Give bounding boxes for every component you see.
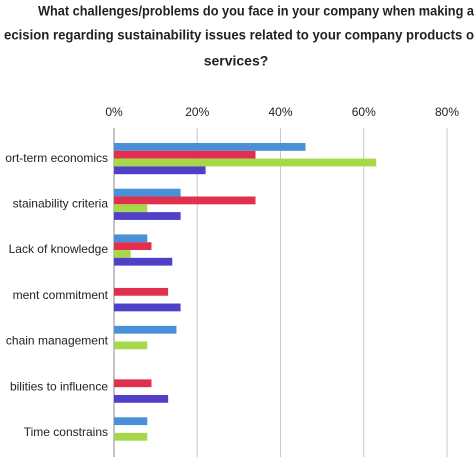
- x-tick-label: 20%: [185, 105, 209, 119]
- y-tick-label: stainability criteria: [13, 196, 109, 210]
- bar: [114, 257, 173, 266]
- bar: [114, 212, 181, 220]
- bar: [114, 143, 306, 151]
- bar: [114, 196, 256, 205]
- bar: [114, 417, 148, 426]
- y-tick-label: ort-term economics: [5, 151, 108, 165]
- bar: [114, 234, 148, 243]
- y-tick-label: bilities to influence: [10, 379, 108, 393]
- chart-title: services?: [204, 53, 269, 69]
- x-tick-label: 40%: [268, 105, 292, 119]
- bar: [114, 150, 256, 159]
- bar: [114, 325, 177, 334]
- x-tick-label: 60%: [352, 105, 376, 119]
- bar: [114, 166, 206, 175]
- x-tick-label: 0%: [105, 105, 123, 119]
- bar: [114, 394, 169, 403]
- y-tick-label: chain management: [6, 334, 109, 348]
- bar: [114, 341, 148, 350]
- bar: [114, 242, 152, 251]
- bar: [114, 379, 152, 388]
- bar: [114, 250, 131, 258]
- bar: [114, 432, 148, 441]
- y-tick-label: ment commitment: [13, 288, 109, 302]
- bar: [114, 158, 377, 167]
- y-tick-label: Lack of knowledge: [9, 242, 109, 256]
- y-tick-label: Time constrains: [24, 425, 108, 439]
- x-tick-label: 80%: [435, 105, 459, 119]
- chart-title: What challenges/problems do you face in …: [38, 3, 474, 19]
- chart-title: ecision regarding sustainability issues …: [4, 27, 474, 43]
- bar: [114, 188, 181, 197]
- bar: [114, 204, 148, 213]
- bar: [114, 287, 169, 296]
- bar: [114, 303, 181, 312]
